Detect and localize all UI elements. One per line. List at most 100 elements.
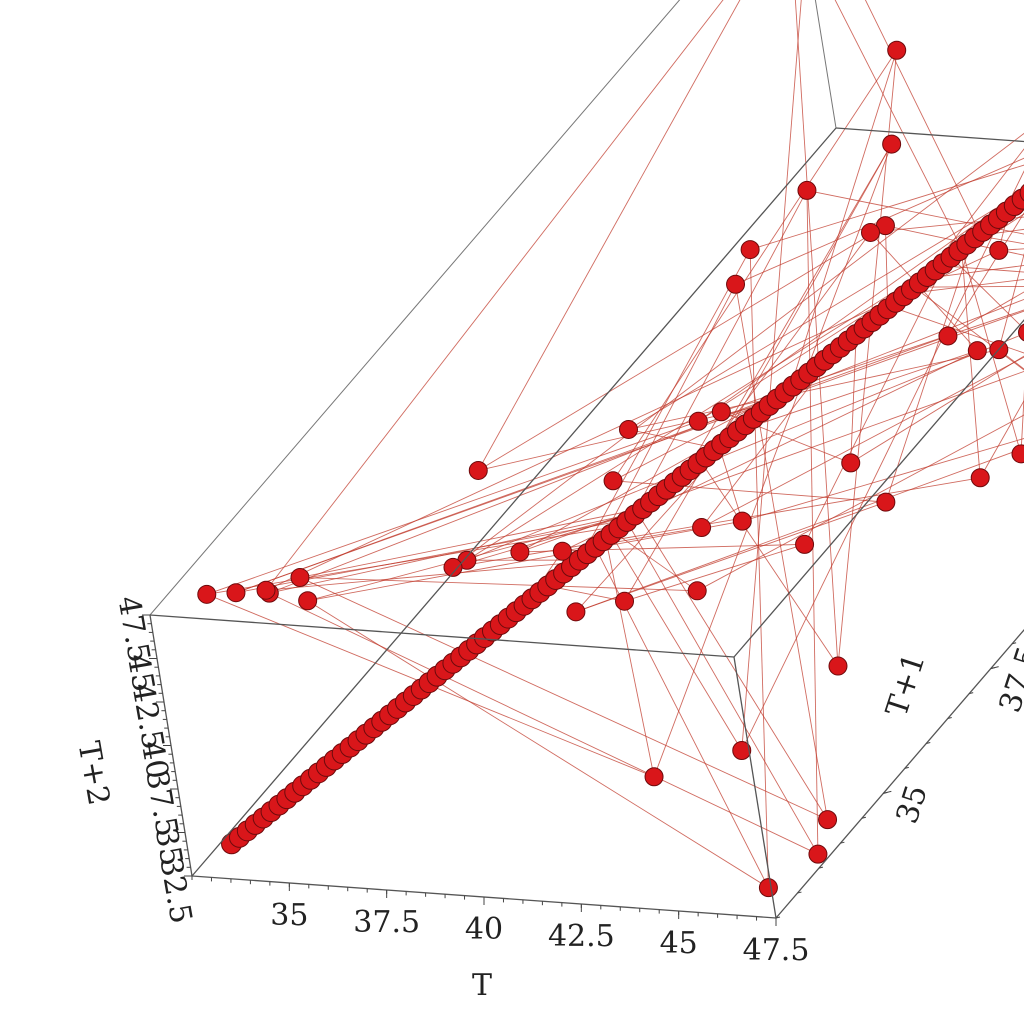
z-tick-label: 47.5 xyxy=(110,593,156,665)
data-point xyxy=(1018,323,1024,342)
z-tick-label: 35 xyxy=(148,825,189,869)
box-edge xyxy=(814,0,837,129)
trajectory-line xyxy=(721,143,893,445)
data-points xyxy=(197,40,1024,898)
data-point xyxy=(797,180,817,200)
trajectory-line xyxy=(885,225,1024,256)
data-point xyxy=(970,468,990,488)
data-point xyxy=(967,341,987,361)
trajectory-line xyxy=(206,525,622,595)
trajectory-line xyxy=(628,429,717,449)
trajectory-line xyxy=(299,577,828,821)
trajectory-line xyxy=(947,291,1024,337)
trajectory-line xyxy=(477,0,741,471)
trajectory-line xyxy=(466,333,1024,561)
z-tick-label: 40 xyxy=(134,738,175,782)
x-tick-label: 40 xyxy=(465,912,503,947)
data-point xyxy=(197,584,217,604)
y-axis-title: T+1 xyxy=(879,649,932,721)
trajectory-line xyxy=(206,420,699,595)
data-point xyxy=(618,419,638,439)
data-point xyxy=(644,767,664,787)
x-tick-label: 47.5 xyxy=(743,933,810,968)
data-point xyxy=(887,40,907,60)
data-point xyxy=(688,411,708,431)
data-point xyxy=(566,602,586,622)
axis-ticks xyxy=(142,614,1017,926)
trajectory-line xyxy=(998,349,1024,370)
trajectory-line xyxy=(613,531,698,592)
data-point xyxy=(552,541,572,561)
trajectory-line xyxy=(626,521,819,855)
axis-minor-tick xyxy=(990,667,995,670)
trajectory-line xyxy=(299,508,643,578)
data-point xyxy=(1019,184,1024,202)
axis-minor-tick xyxy=(775,916,781,919)
trajectory-line xyxy=(307,600,769,889)
data-point xyxy=(841,453,861,473)
axis-minor-tick xyxy=(883,791,888,794)
box-edge xyxy=(191,127,837,877)
data-point xyxy=(808,844,828,864)
axis-minor-tick xyxy=(818,866,824,869)
trajectory-line xyxy=(804,261,947,545)
data-point xyxy=(603,471,623,491)
trajectory-line xyxy=(864,0,981,234)
trajectory-line xyxy=(452,477,981,568)
trajectory-line xyxy=(749,164,1024,251)
trajectory-line xyxy=(884,225,889,309)
data-point xyxy=(758,878,778,898)
trajectory-line xyxy=(850,355,1024,464)
trajectory-line xyxy=(789,50,898,389)
data-point xyxy=(226,583,246,603)
trajectory-line xyxy=(631,190,808,518)
data-point xyxy=(861,222,881,242)
data-point xyxy=(726,274,746,294)
trajectory-line xyxy=(742,438,1024,522)
trajectory-line xyxy=(628,349,999,430)
data-point xyxy=(740,240,760,260)
x-tick-label: 42.5 xyxy=(548,919,615,954)
data-point xyxy=(882,134,902,154)
trajectory-line xyxy=(610,534,743,751)
axis-minor-tick xyxy=(904,766,909,769)
trajectory-line xyxy=(637,512,828,820)
box-edge xyxy=(149,614,735,658)
trajectory-line xyxy=(612,49,898,482)
axis-minor-tick xyxy=(840,841,845,844)
trajectory-line xyxy=(906,279,1024,295)
axis-minor-tick xyxy=(947,717,952,720)
trajectory-line xyxy=(702,232,871,460)
trajectory-line xyxy=(605,538,655,777)
x-axis-title: T xyxy=(472,968,492,1003)
z-tick-label: 45 xyxy=(120,651,161,695)
trajectory-line xyxy=(718,446,743,522)
data-point xyxy=(468,460,488,480)
data-point xyxy=(692,518,712,538)
data-point xyxy=(256,580,276,600)
trajectory-line xyxy=(735,284,829,820)
data-point xyxy=(938,326,958,346)
trajectory-line xyxy=(998,252,1024,350)
trajectory-line xyxy=(600,284,736,544)
box-edge xyxy=(149,0,681,616)
trajectory-line xyxy=(1020,389,1024,454)
trajectory-line xyxy=(834,0,962,249)
x-tick-label: 35 xyxy=(270,898,308,933)
data-point xyxy=(989,240,1009,260)
data-point xyxy=(290,567,310,587)
trajectory-line xyxy=(741,0,802,751)
trajectory-line xyxy=(628,190,1024,430)
trajectory-line xyxy=(478,225,886,471)
trajectory-line xyxy=(452,512,638,568)
data-point xyxy=(732,511,752,531)
trajectory-line xyxy=(701,356,1024,528)
trajectory-line xyxy=(977,235,1024,245)
trajectory-line xyxy=(806,190,819,855)
axis-minor-tick xyxy=(926,741,931,744)
trajectory-line xyxy=(466,209,1024,561)
box-edge xyxy=(835,127,1024,143)
data-point xyxy=(711,402,731,422)
trajectory-line xyxy=(697,414,1024,592)
trajectory-line xyxy=(265,0,724,591)
